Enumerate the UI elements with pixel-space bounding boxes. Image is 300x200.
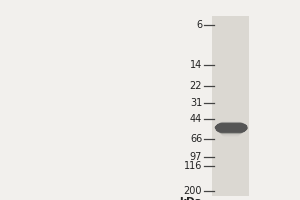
Text: 31: 31 [190, 98, 202, 108]
Text: 14: 14 [190, 60, 202, 70]
Text: 6: 6 [196, 20, 202, 30]
Bar [212, 16, 249, 196]
Text: kDa: kDa [179, 197, 202, 200]
Text: 116: 116 [184, 161, 202, 171]
Text: 66: 66 [190, 134, 202, 144]
Text: 200: 200 [184, 186, 202, 196]
Text: 44: 44 [190, 114, 202, 124]
Text: 97: 97 [190, 152, 202, 162]
Text: 22: 22 [190, 81, 202, 91]
